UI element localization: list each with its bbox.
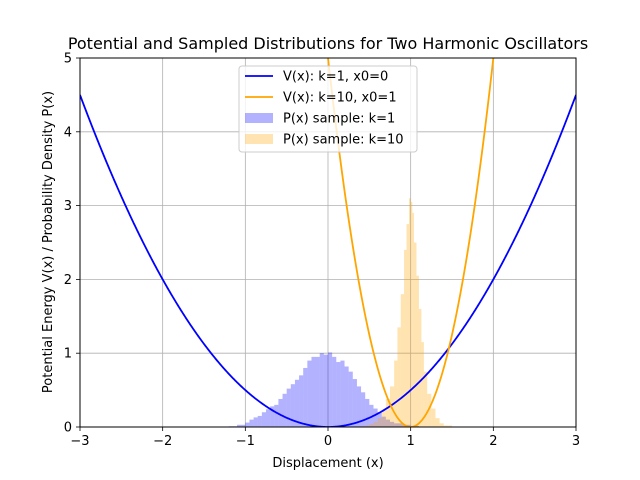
hist-bar-k10 xyxy=(427,393,432,427)
legend-label-k10-line: V(x): k=10, x0=1 xyxy=(283,91,397,106)
hist-bar-k1 xyxy=(361,392,366,427)
hist-bar-k10 xyxy=(410,201,413,427)
potential-line-k1 xyxy=(80,94,576,427)
hist-bar-k10 xyxy=(404,249,407,427)
hist-bar-k1 xyxy=(286,388,291,427)
hist-bar-k10 xyxy=(412,212,414,427)
hist-bar-k10 xyxy=(439,423,444,427)
y-tick-label: 2 xyxy=(64,273,72,288)
hist-bar-k10 xyxy=(421,342,424,427)
hist-bar-k1 xyxy=(385,419,390,427)
hist-bar-k1 xyxy=(249,419,254,427)
y-tick-label: 5 xyxy=(64,52,72,67)
x-tick-label: 0 xyxy=(324,434,332,449)
chart-title: Potential and Sampled Distributions for … xyxy=(68,34,588,53)
x-tick-label: −1 xyxy=(236,434,255,449)
hist-bar-k10 xyxy=(435,418,440,427)
y-tick-label: 0 xyxy=(64,421,72,436)
hist-bar-k1 xyxy=(282,393,287,427)
hist-bar-k1 xyxy=(344,366,349,427)
hist-bar-k1 xyxy=(352,379,357,427)
hist-bar-k10 xyxy=(369,424,374,427)
hist-bar-k1 xyxy=(319,353,324,427)
hist-bar-k10 xyxy=(365,425,370,427)
hist-bar-k1 xyxy=(381,416,386,427)
y-tick-label: 4 xyxy=(64,125,72,140)
x-tick-label: 3 xyxy=(572,434,580,449)
x-axis-label: Displacement (x) xyxy=(272,456,383,471)
hist-bar-k10 xyxy=(381,410,386,427)
hist-bar-k1 xyxy=(237,424,246,427)
hist-bar-k1 xyxy=(274,404,279,427)
hist-bar-k1 xyxy=(332,356,337,427)
y-tick-label: 1 xyxy=(64,347,72,362)
legend-label-k1-line: V(x): k=1, x0=0 xyxy=(283,70,388,85)
x-tick-label: −3 xyxy=(70,434,89,449)
hist-bar-k1 xyxy=(245,422,250,427)
hist-bar-k1 xyxy=(307,360,312,427)
hist-bar-k1 xyxy=(356,386,362,427)
legend-label-k1-hist: P(x) sample: k=1 xyxy=(283,112,395,127)
hist-bar-k10 xyxy=(397,327,401,427)
legend-box xyxy=(238,65,418,153)
histograms xyxy=(228,198,452,427)
hist-bar-k10 xyxy=(400,294,405,427)
hist-bar-k10 xyxy=(413,242,417,427)
hist-bar-k1 xyxy=(323,354,328,427)
legend-label-k10-hist: P(x) sample: k=10 xyxy=(283,133,404,148)
hist-bar-k10 xyxy=(406,224,410,427)
hist-bar-k1 xyxy=(299,375,304,427)
ticks: −3 −2 −1 0 1 2 3 0 1 2 3 4 5 xyxy=(64,52,580,450)
hist-bar-k1 xyxy=(294,379,300,427)
hist-bar-k1 xyxy=(394,423,403,427)
x-tick-label: 2 xyxy=(489,434,497,449)
hist-bar-k1 xyxy=(377,412,382,427)
hist-bar-k1 xyxy=(390,421,395,427)
x-tick-label: 1 xyxy=(407,434,415,449)
hist-bar-k1 xyxy=(328,352,333,427)
hist-bar-k1 xyxy=(373,408,378,427)
y-tick-label: 3 xyxy=(64,199,72,214)
hist-bar-k1 xyxy=(266,409,271,427)
hist-bar-k1 xyxy=(340,360,345,427)
hist-bar-k10 xyxy=(423,371,428,427)
hist-bar-k1 xyxy=(290,384,295,427)
legend-swatch-k1-hist xyxy=(245,113,273,123)
hist-bar-k1 xyxy=(365,398,370,427)
hist-bar-k1 xyxy=(257,415,262,427)
hist-bar-k1 xyxy=(261,412,266,427)
legend: V(x): k=1, x0=0 V(x): k=10, x0=1 P(x) sa… xyxy=(238,65,418,153)
hist-bar-k10 xyxy=(418,308,422,427)
hist-bar-k10 xyxy=(377,418,382,427)
hist-bar-k1 xyxy=(303,367,308,427)
plot-frame xyxy=(79,57,577,428)
hist-bar-k10 xyxy=(443,425,452,427)
hist-bar-k10 xyxy=(431,408,436,427)
hist-bar-k1 xyxy=(270,406,275,427)
hist-bar-k1 xyxy=(253,417,258,427)
x-tick-label: −2 xyxy=(153,434,172,449)
potential-lines xyxy=(80,58,576,427)
hist-bar-k10 xyxy=(373,421,378,427)
hist-bar-k1 xyxy=(336,362,341,427)
hist-bar-k10 xyxy=(416,275,419,427)
hist-bar-k1 xyxy=(311,356,320,427)
y-axis-label: Potential Energy V(x) / Probability Dens… xyxy=(41,91,56,393)
hist-bar-k1 xyxy=(278,398,283,427)
legend-swatch-k10-hist xyxy=(245,134,273,144)
hist-bar-k10 xyxy=(394,360,398,427)
hist-bar-k10 xyxy=(385,398,390,427)
hist-bar-k1 xyxy=(348,371,353,427)
hist-bar-k10 xyxy=(409,198,411,427)
